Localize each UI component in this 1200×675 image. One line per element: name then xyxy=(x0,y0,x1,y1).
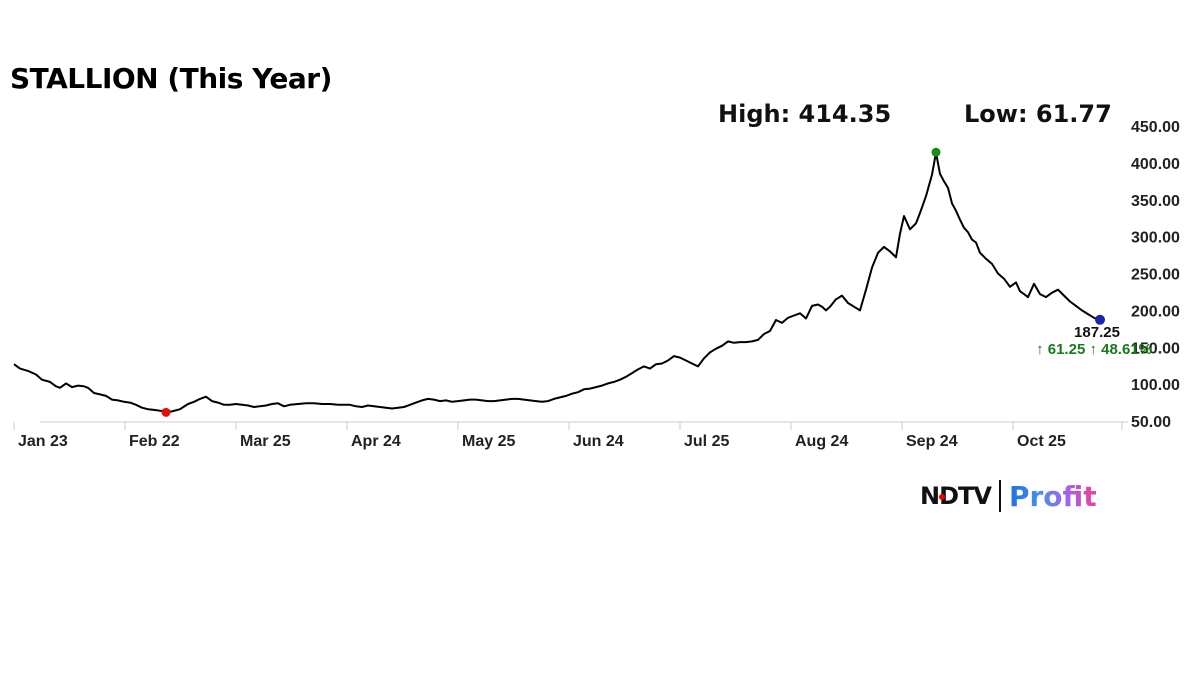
profit-wordmark: Profit xyxy=(1008,479,1097,513)
low-label: Low: 61.77 xyxy=(964,100,1112,128)
x-tick-label: Feb 22 xyxy=(129,433,180,450)
last-change-label: ↑ 61.25 ↑ 48.61% xyxy=(1036,341,1152,358)
y-tick-label: 250.00 xyxy=(1131,267,1180,284)
x-tick-label: Apr 24 xyxy=(351,433,401,450)
last-price-marker xyxy=(1095,314,1105,325)
x-tick-label: Jun 24 xyxy=(573,433,624,450)
y-tick-label: 100.00 xyxy=(1131,377,1180,394)
y-tick-label: 50.00 xyxy=(1131,414,1171,431)
logo-divider xyxy=(998,480,1001,512)
y-tick-label: 350.00 xyxy=(1131,193,1180,210)
high-marker xyxy=(931,147,941,157)
x-tick-label: Mar 25 xyxy=(240,433,291,450)
chart-title: STALLION (This Year) xyxy=(10,62,332,95)
last-price-label: 187.25 xyxy=(1074,324,1120,341)
x-tick-label: Oct 25 xyxy=(1017,433,1066,450)
price-line xyxy=(13,151,1101,414)
low-marker xyxy=(161,407,171,417)
y-tick-label: 400.00 xyxy=(1131,156,1180,173)
y-tick-label: 150.00 xyxy=(1131,340,1180,357)
ndtv-dot-icon xyxy=(939,494,945,500)
y-tick-label: 300.00 xyxy=(1131,230,1180,247)
ndtv-profit-logo: NDTV Profit xyxy=(920,476,1097,516)
high-label: High: 414.35 xyxy=(718,100,892,128)
x-tick-label: Jul 25 xyxy=(684,433,729,450)
x-tick-label: Aug 24 xyxy=(795,433,848,450)
x-axis: Jan 23 Feb 22 Mar 25 Apr 24 May 25 Jun 24 Jul … xyxy=(13,421,1128,450)
y-axis: 450.00 400.00 350.00 300.00 250.00 200.00 150.… xyxy=(1131,119,1180,431)
y-tick-label: 200.00 xyxy=(1131,303,1180,320)
ndtv-wordmark: NDTV xyxy=(920,482,992,510)
x-tick-label: Sep 24 xyxy=(906,433,958,450)
x-tick-label: May 25 xyxy=(462,433,515,450)
x-tick-label: Jan 23 xyxy=(18,433,68,450)
y-tick-label: 450.00 xyxy=(1131,119,1180,136)
